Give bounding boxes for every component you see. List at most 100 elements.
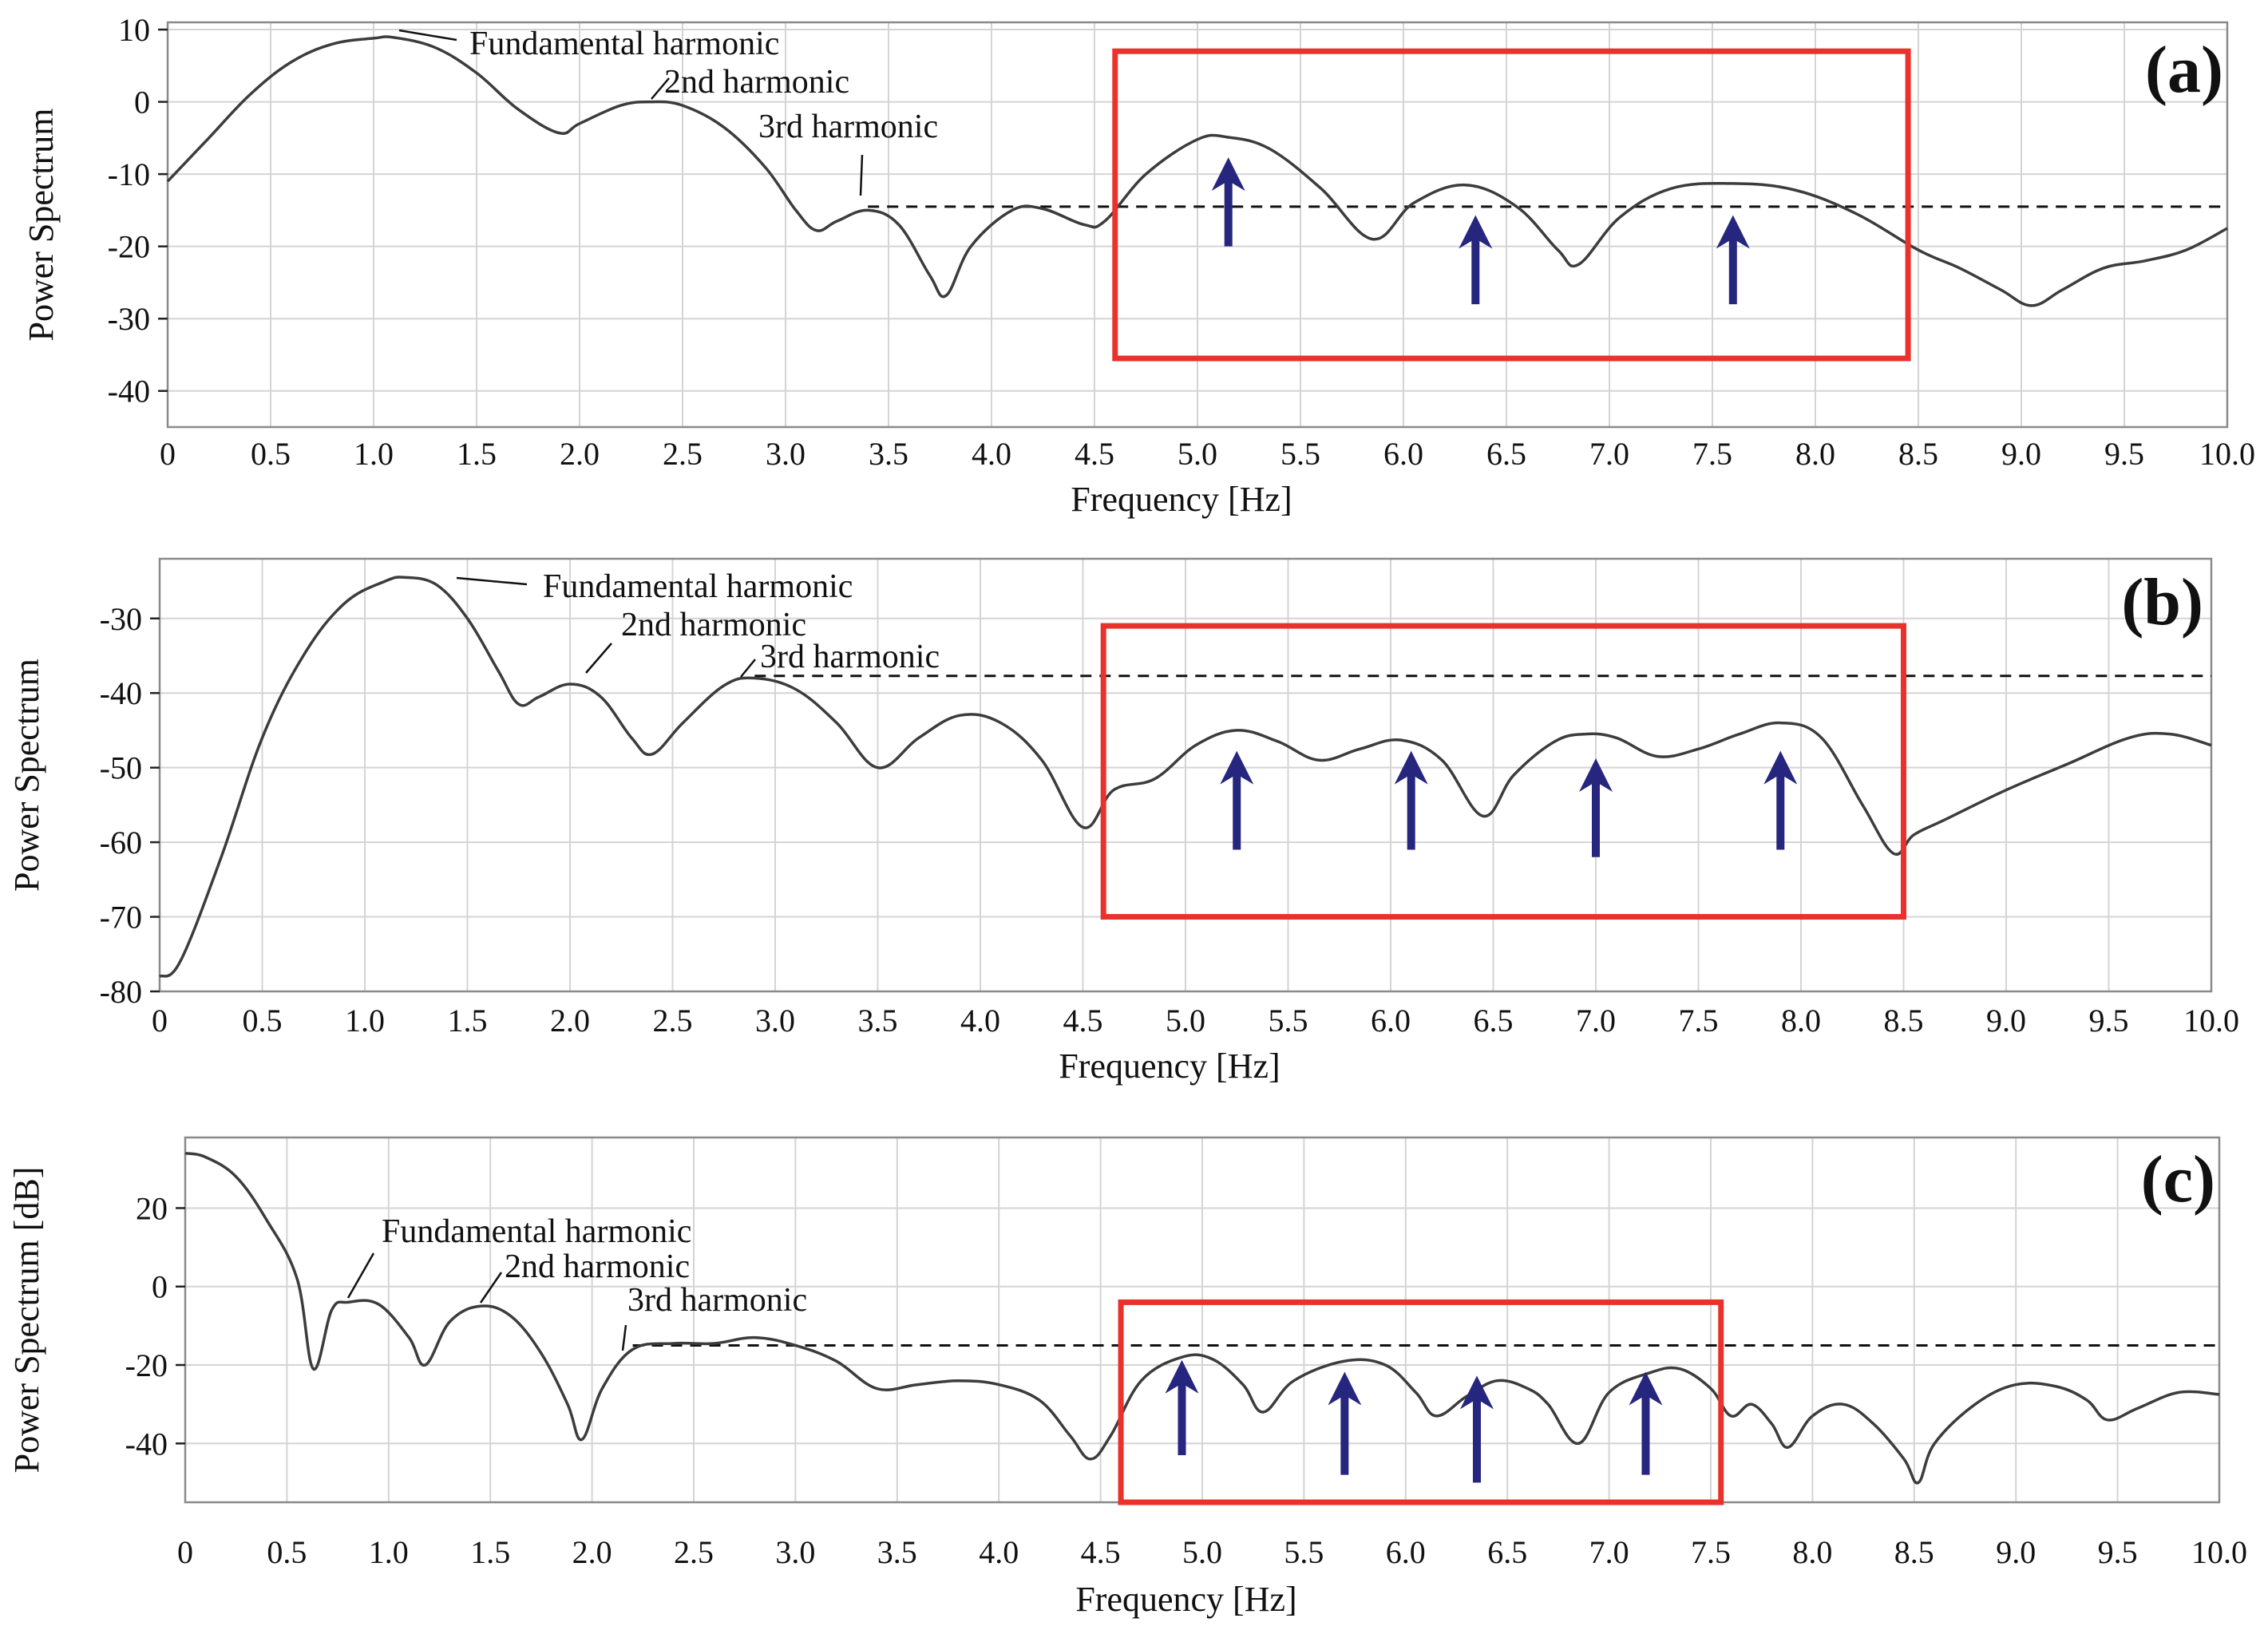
x-tick-label: 9.5 <box>2089 1003 2129 1039</box>
y-tick-label: -30 <box>108 301 150 337</box>
x-tick-label: 3.5 <box>877 1534 917 1570</box>
y-axis-label: Power Spectrum [dB] <box>7 1167 46 1474</box>
annotation-leader <box>621 1324 627 1351</box>
annotation-leader <box>398 29 457 42</box>
x-tick-label: 2.0 <box>560 436 600 472</box>
x-tick-label: 7.0 <box>1576 1003 1616 1039</box>
x-tick-label: 2.5 <box>653 1003 693 1039</box>
x-tick-label: 8.0 <box>1795 436 1835 472</box>
y-tick-label: -60 <box>100 825 142 861</box>
x-tick-label: 2.5 <box>674 1534 714 1570</box>
x-tick-label: 5.5 <box>1280 436 1320 472</box>
harmonic-annotation: Fundamental harmonic <box>469 26 779 62</box>
y-tick-label: -70 <box>100 900 142 936</box>
x-tick-label: 9.5 <box>2104 436 2144 472</box>
x-tick-label: 4.0 <box>979 1534 1019 1570</box>
x-tick-label: 6.0 <box>1386 1534 1426 1570</box>
spectrum-curve <box>158 576 2212 978</box>
x-tick-label: 6.5 <box>1474 1003 1514 1039</box>
x-tick-label: 5.5 <box>1284 1534 1324 1570</box>
x-tick-label: 1.0 <box>369 1534 409 1570</box>
x-tick-label: 0.5 <box>267 1534 307 1570</box>
x-tick-label: 7.0 <box>1589 436 1629 472</box>
y-tick-label: 0 <box>152 1269 168 1305</box>
y-tick-label: -40 <box>108 374 150 409</box>
harmonic-annotation: 3rd harmonic <box>627 1282 807 1319</box>
x-tick-label: 1.5 <box>470 1534 510 1570</box>
x-tick-label: 9.5 <box>2098 1534 2138 1570</box>
x-tick-label: 6.0 <box>1371 1003 1411 1039</box>
harmonic-annotation: Fundamental harmonic <box>543 568 853 605</box>
x-tick-label: 10.0 <box>2199 436 2255 472</box>
x-tick-label: 3.5 <box>869 436 908 472</box>
x-tick-label: 8.5 <box>1884 1003 1924 1039</box>
annotation-leader <box>585 643 612 674</box>
x-tick-label: 9.0 <box>2001 436 2041 472</box>
y-tick-label: 20 <box>136 1190 168 1226</box>
y-tick-label: -50 <box>100 750 142 786</box>
panel-label: (a) <box>2145 33 2223 107</box>
y-tick-label: -20 <box>108 229 150 265</box>
x-tick-label: 5.5 <box>1269 1003 1308 1039</box>
highlight-box <box>1100 623 1906 920</box>
y-tick-label: -30 <box>100 601 142 637</box>
x-tick-label: 8.5 <box>1898 436 1938 472</box>
y-tick-label: -80 <box>100 974 142 1010</box>
x-tick-label: 0 <box>177 1534 193 1570</box>
x-tick-label: 6.0 <box>1383 436 1423 472</box>
x-tick-label: 4.5 <box>1063 1003 1103 1039</box>
highlight-box <box>1118 1299 1724 1505</box>
annotation-leader <box>456 576 528 586</box>
x-tick-label: 0.5 <box>251 436 291 472</box>
harmonic-annotation: 2nd harmonic <box>664 64 849 101</box>
y-axis-label: Power Spectrum <box>7 659 46 892</box>
highlight-box <box>1112 48 1911 362</box>
x-tick-label: 9.0 <box>1996 1534 2036 1570</box>
panel-label: (c) <box>2141 1142 2215 1217</box>
chart-panel-b: -30 -40 -50 -60 -70 -80 0 0.5 1.0 1.5 2.0 2.5 3.0 3.5… <box>7 557 2239 1086</box>
x-tick-label: 3.0 <box>766 436 805 472</box>
x-tick-label: 5.0 <box>1178 436 1217 472</box>
x-tick-label: 8.0 <box>1792 1534 1832 1570</box>
plot-frame <box>166 21 2229 429</box>
x-tick-label: 1.5 <box>448 1003 488 1039</box>
harmonic-annotation: 2nd harmonic <box>505 1248 690 1285</box>
x-tick-label: 7.0 <box>1589 1534 1629 1570</box>
annotation-leader <box>859 154 864 196</box>
x-tick-label: 10.0 <box>2183 1003 2239 1039</box>
annotation-leader <box>651 77 670 100</box>
x-tick-label: 9.0 <box>1986 1003 2026 1039</box>
x-tick-label: 3.5 <box>858 1003 898 1039</box>
x-tick-label: 0 <box>152 1003 168 1039</box>
y-axis-label: Power Spectrum <box>22 108 61 341</box>
spectrum-curve <box>184 1151 2220 1485</box>
x-tick-label: 4.0 <box>960 1003 1000 1039</box>
x-tick-label: 2.0 <box>572 1534 612 1570</box>
chart-panel-a: 10 0 -10 -20 -30 -40 0 0.5 1.0 1.5 2.0 2.5 3.0 3.5 4.0… <box>22 12 2255 519</box>
annotation-leader <box>346 1252 375 1299</box>
x-tick-label: 6.5 <box>1486 436 1526 472</box>
x-tick-label: 2.0 <box>550 1003 590 1039</box>
chart-panel-c: 20 0 -20 -40 0 0.5 1.0 1.5 2.0 2.5 3.0 3.5 4.0 4.5 5.0… <box>7 1136 2247 1619</box>
harmonic-annotation: 2nd harmonic <box>621 607 806 643</box>
x-tick-label: 8.0 <box>1781 1003 1821 1039</box>
x-tick-label: 3.0 <box>755 1003 795 1039</box>
annotation-leader <box>740 659 756 678</box>
x-tick-label: 0.5 <box>243 1003 283 1039</box>
harmonic-annotation: 3rd harmonic <box>760 639 940 675</box>
y-tick-label: 10 <box>118 12 150 48</box>
y-tick-label: -40 <box>100 675 142 711</box>
y-tick-label: -10 <box>108 156 150 192</box>
x-tick-label: 7.5 <box>1692 436 1732 472</box>
panel-label: (b) <box>2121 565 2203 639</box>
x-tick-label: 4.5 <box>1075 436 1114 472</box>
x-axis-label: Frequency [Hz] <box>1059 1046 1280 1086</box>
x-tick-label: 5.0 <box>1182 1534 1222 1570</box>
annotation-leader <box>479 1272 503 1304</box>
x-axis-label: Frequency [Hz] <box>1075 1580 1296 1619</box>
x-tick-label: 2.5 <box>663 436 703 472</box>
y-tick-label: -40 <box>125 1426 168 1462</box>
x-tick-label: 0 <box>160 436 176 472</box>
x-tick-label: 5.0 <box>1166 1003 1205 1039</box>
